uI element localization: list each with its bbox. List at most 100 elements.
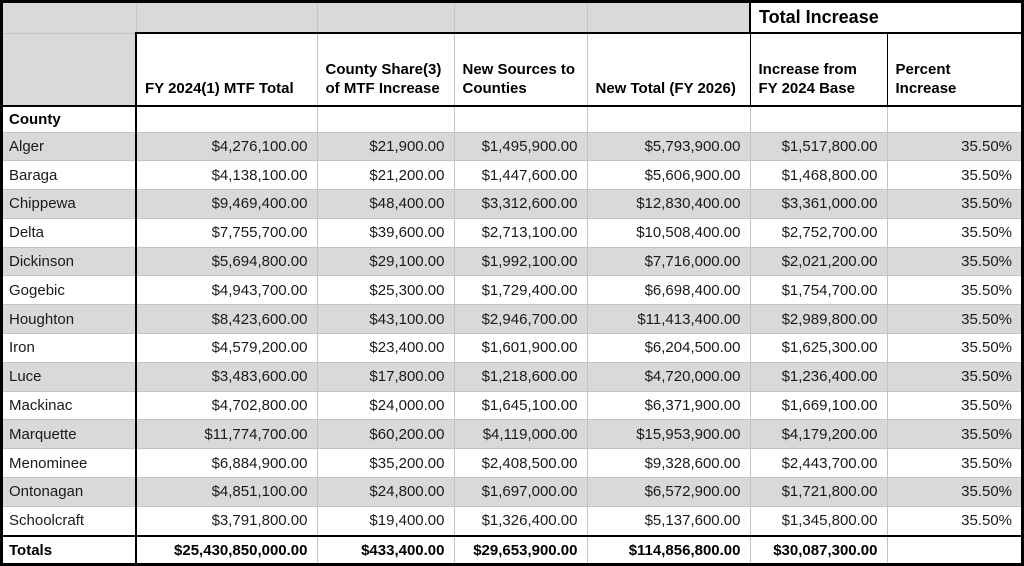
- value-cell: $11,413,400.00: [586, 304, 750, 334]
- value-cell: 35.50%: [886, 333, 1021, 363]
- value-cell: $4,943,700.00: [135, 275, 317, 305]
- value-cell: $4,720,000.00: [586, 361, 750, 392]
- value-cell: $4,138,100.00: [135, 160, 317, 190]
- value-cell: $2,713,100.00: [453, 217, 587, 248]
- county-data-row-mackinac: Mackinac $4,702,800.00 $24,000.00 $1,645,10…: [3, 390, 1021, 420]
- spacer-cell: [586, 3, 750, 33]
- value-cell: $6,572,900.00: [586, 477, 750, 507]
- value-cell: $2,752,700.00: [749, 217, 887, 248]
- value-cell: $7,716,000.00: [586, 246, 750, 276]
- county-name-cell: Alger: [3, 131, 137, 161]
- value-cell: $2,443,700.00: [749, 448, 887, 478]
- value-cell: 35.50%: [886, 390, 1021, 420]
- county-name-cell: Houghton: [3, 304, 137, 334]
- county-name-cell: Gogebic: [3, 275, 137, 305]
- value-cell: $5,606,900.00: [586, 160, 750, 190]
- county-data-row-alger: Alger $4,276,100.00 $21,900.00 $1,495,900.0…: [3, 131, 1021, 161]
- value-cell: $1,645,100.00: [453, 390, 587, 420]
- value-cell: $5,137,600.00: [586, 505, 750, 536]
- value-cell: 35.50%: [886, 448, 1021, 478]
- value-cell: $43,100.00: [316, 304, 454, 334]
- value-cell: $12,830,400.00: [586, 189, 750, 219]
- value-cell: $4,579,200.00: [135, 333, 317, 363]
- value-cell: $1,468,800.00: [749, 160, 887, 190]
- county-data-row-menominee: Menominee $6,884,900.00 $35,200.00 $2,408,5…: [3, 448, 1021, 478]
- column-header-new-total: New Total (FY 2026): [586, 32, 750, 107]
- value-cell: $5,793,900.00: [586, 131, 750, 161]
- county-data-row-schoolcraft: Schoolcraft $3,791,800.00 $19,400.00 $1,326…: [3, 505, 1021, 536]
- value-cell: $2,946,700.00: [453, 304, 587, 334]
- totals-value-cell: $433,400.00: [316, 535, 454, 563]
- value-cell: 35.50%: [886, 160, 1021, 190]
- column-header-percent-increase: Percent Increase: [886, 32, 1021, 107]
- value-cell: $48,400.00: [316, 189, 454, 219]
- value-cell: $39,600.00: [316, 217, 454, 248]
- county-data-row-chippewa: Chippewa $9,469,400.00 $48,400.00 $3,312,60…: [3, 189, 1021, 219]
- value-cell: $29,100.00: [316, 246, 454, 276]
- value-cell: 35.50%: [886, 189, 1021, 219]
- blank-cell: [886, 106, 1021, 133]
- value-cell: $15,953,900.00: [586, 419, 750, 449]
- spacer-cell: [316, 3, 454, 33]
- value-cell: $7,755,700.00: [135, 217, 317, 248]
- value-cell: $6,204,500.00: [586, 333, 750, 363]
- value-cell: $4,851,100.00: [135, 477, 317, 507]
- value-cell: $1,236,400.00: [749, 361, 887, 392]
- value-cell: $1,326,400.00: [453, 505, 587, 536]
- totals-value-cell: $30,087,300.00: [749, 535, 887, 563]
- county-data-row-dickinson: Dickinson $5,694,800.00 $29,100.00 $1,992,1…: [3, 246, 1021, 276]
- value-cell: $6,371,900.00: [586, 390, 750, 420]
- value-cell: $6,698,400.00: [586, 275, 750, 305]
- value-cell: $9,469,400.00: [135, 189, 317, 219]
- county-name-cell: Chippewa: [3, 189, 137, 219]
- value-cell: $1,729,400.00: [453, 275, 587, 305]
- value-cell: $1,721,800.00: [749, 477, 887, 507]
- value-cell: $24,000.00: [316, 390, 454, 420]
- value-cell: $25,300.00: [316, 275, 454, 305]
- value-cell: 35.50%: [886, 477, 1021, 507]
- column-header-increase-from-base: Increase from FY 2024 Base: [749, 32, 887, 107]
- value-cell: $3,791,800.00: [135, 505, 317, 536]
- row-header-county: County: [3, 106, 137, 133]
- totals-label-cell: Totals: [3, 535, 137, 563]
- county-name-cell: Luce: [3, 361, 137, 392]
- value-cell: $1,754,700.00: [749, 275, 887, 305]
- value-cell: 35.50%: [886, 419, 1021, 449]
- value-cell: $4,276,100.00: [135, 131, 317, 161]
- totals-value-cell: $25,430,850,000.00: [135, 535, 317, 563]
- value-cell: 35.50%: [886, 131, 1021, 161]
- column-header-new-sources: New Sources to Counties: [453, 32, 587, 107]
- value-cell: $3,312,600.00: [453, 189, 587, 219]
- county-name-cell: Ontonagan: [3, 477, 137, 507]
- value-cell: $21,200.00: [316, 160, 454, 190]
- county-name-cell: Menominee: [3, 448, 137, 478]
- value-cell: 35.50%: [886, 217, 1021, 248]
- county-name-cell: Marquette: [3, 419, 137, 449]
- value-cell: 35.50%: [886, 304, 1021, 334]
- value-cell: $23,400.00: [316, 333, 454, 363]
- value-cell: $1,669,100.00: [749, 390, 887, 420]
- column-header-row: FY 2024(1) MTF Total County Share(3) of …: [3, 32, 1021, 107]
- county-label-row: County: [3, 106, 1021, 133]
- spacer-cell: [3, 3, 136, 33]
- value-cell: 35.50%: [886, 505, 1021, 536]
- county-mtf-table: Total Increase FY 2024(1) MTF Total Coun…: [3, 3, 1021, 563]
- value-cell: $4,119,000.00: [453, 419, 587, 449]
- value-cell: 35.50%: [886, 361, 1021, 392]
- top-header-row: Total Increase: [3, 3, 1021, 34]
- value-cell: 35.50%: [886, 246, 1021, 276]
- county-name-cell: Delta: [3, 217, 137, 248]
- totals-value-cell: $114,856,800.00: [586, 535, 750, 563]
- county-name-cell: Schoolcraft: [3, 505, 137, 536]
- county-data-row-iron: Iron $4,579,200.00 $23,400.00 $1,601,900.00…: [3, 333, 1021, 363]
- value-cell: $6,884,900.00: [135, 448, 317, 478]
- totals-row: Totals $25,430,850,000.00 $433,400.00 $2…: [3, 535, 1021, 563]
- county-name-cell: Dickinson: [3, 246, 137, 276]
- county-data-row-delta: Delta $7,755,700.00 $39,600.00 $2,713,100.0…: [3, 217, 1021, 248]
- spacer-cell: [3, 32, 136, 107]
- county-data-row-gogebic: Gogebic $4,943,700.00 $25,300.00 $1,729,400…: [3, 275, 1021, 305]
- value-cell: $4,702,800.00: [135, 390, 317, 420]
- value-cell: $35,200.00: [316, 448, 454, 478]
- column-header-county-share: County Share(3) of MTF Increase: [316, 32, 454, 107]
